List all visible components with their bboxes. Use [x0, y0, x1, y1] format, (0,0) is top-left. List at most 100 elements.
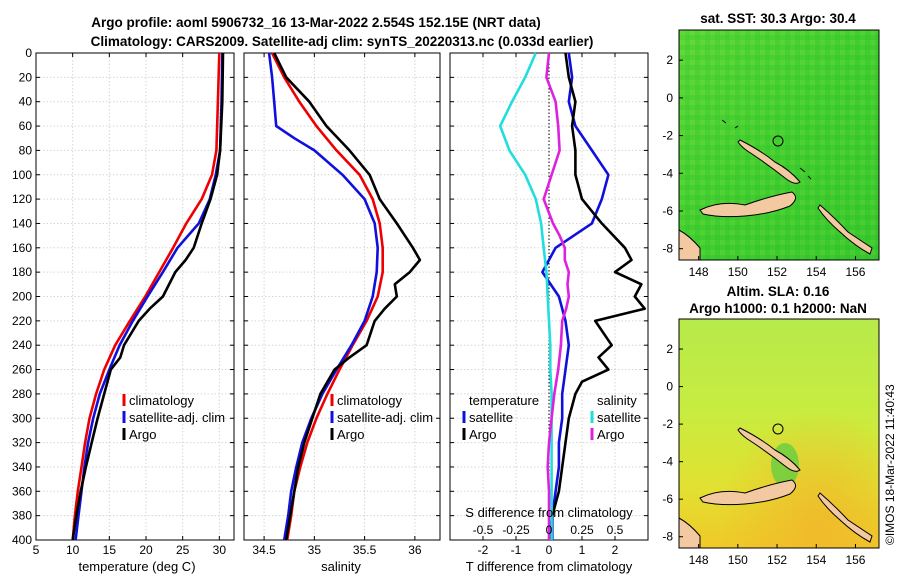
x-tick-label: 25 [176, 543, 190, 557]
legend-label-satellite: satellite-adj. clim [337, 410, 433, 425]
legend-label-t-argo: Argo [469, 427, 496, 442]
map-y-tick-label: -2 [662, 417, 673, 431]
s-tick-label: 0.5 [607, 523, 624, 537]
sst-map-frame [678, 29, 880, 261]
y-tick-label: 320 [12, 436, 32, 450]
y-tick-label: 220 [12, 314, 32, 328]
series-line-s-argo [542, 52, 571, 540]
y-tick-label: 180 [12, 265, 32, 279]
temperature-grid [35, 52, 234, 541]
sla-map-frame [678, 318, 880, 549]
new-britain-island [737, 427, 801, 472]
temperature-panel: 0 20 40 60 80 100 120 140 160 180 200 220 240 260 280 3… [12, 46, 235, 574]
sla-map-ticks: 148 150 152 154 156 2 0 -2 -4 -6 -8 [662, 342, 865, 567]
s-tick-label: -0.25 [502, 523, 530, 537]
map-x-tick-label: 152 [767, 553, 787, 567]
solomon-islands [817, 492, 873, 543]
legend-label-climatology: climatology [337, 393, 403, 408]
series-line-t-argo [547, 52, 647, 541]
x-tick-label: 30 [213, 543, 227, 557]
legend-label-s-satellite: satellite [597, 410, 641, 425]
new-guinea-landmass [699, 479, 796, 506]
sst-map: sat. SST: 30.3 Argo: 30.4 148 150 152 154 15… [662, 11, 880, 279]
map-y-tick-label: -6 [662, 492, 673, 506]
map-x-tick-label: 154 [806, 265, 826, 279]
map-x-tick-label: 156 [845, 553, 865, 567]
s-difference-label: S difference from climatology [465, 505, 633, 520]
x-tick-label: 35 [308, 543, 322, 557]
y-tick-label: 40 [19, 95, 33, 109]
x-tick-label: 20 [139, 543, 153, 557]
map-y-tick-label: -6 [662, 204, 673, 218]
legend-label-argo: Argo [129, 427, 156, 442]
sst-field-shade [679, 30, 879, 260]
y-tick-label: 200 [12, 290, 32, 304]
y-tick-label: 100 [12, 168, 32, 182]
sla-map-title: Altim. SLA: 0.16 [727, 284, 830, 299]
difference-ticks: -2 -1 0 1 2 [450, 52, 648, 557]
y-tick-label: 160 [12, 241, 32, 255]
t-difference-xlabel: T difference from climatology [466, 559, 633, 574]
legend-label-s-argo: Argo [597, 427, 624, 442]
map-y-tick-label: 2 [666, 53, 673, 67]
temperature-ticks: 0 20 40 60 80 100 120 140 160 180 200 220 240 260 280 3… [12, 46, 234, 557]
sst-map-title: sat. SST: 30.3 Argo: 30.4 [700, 11, 856, 26]
difference-legend: temperature satellite Argo salinity sate… [462, 393, 641, 442]
x-tick-label: 2 [612, 543, 619, 557]
s-tick-label: -0.5 [473, 523, 494, 537]
salinity-lines [267, 52, 422, 541]
sst-land [678, 119, 873, 261]
series-line-argo [71, 52, 225, 541]
series-line-satellite-adj-clim [74, 52, 224, 541]
x-tick-label: 15 [103, 543, 117, 557]
legend-title-salinity: salinity [597, 393, 637, 408]
sla-land [678, 423, 873, 549]
x-tick-label: -2 [478, 543, 489, 557]
x-tick-label: 10 [66, 543, 80, 557]
map-x-tick-label: 148 [689, 553, 709, 567]
y-tick-label: 280 [12, 387, 32, 401]
s-tick-label: 0.25 [570, 523, 594, 537]
map-y-tick-label: -4 [662, 166, 673, 180]
map-y-tick-label: -4 [662, 455, 673, 469]
map-y-tick-label: 2 [666, 342, 673, 356]
salinity-panel: 34.5 35 35.5 36 salinity climatology satell… [243, 52, 441, 574]
salinity-ticks: 34.5 35 35.5 36 [244, 52, 440, 557]
y-tick-label: 340 [12, 460, 32, 474]
legend-label-climatology: climatology [129, 393, 195, 408]
map-x-tick-label: 152 [767, 265, 787, 279]
legend-label-argo: Argo [337, 427, 364, 442]
map-y-tick-label: -2 [662, 129, 673, 143]
southwest-landmass [678, 229, 701, 261]
y-tick-label: 60 [19, 119, 33, 133]
y-tick-label: 140 [12, 216, 32, 230]
x-tick-label: 1 [579, 543, 586, 557]
y-tick-label: 120 [12, 192, 32, 206]
sla-map: Altim. SLA: 0.16 Argo h1000: 0.1 h2000: … [662, 284, 880, 567]
solomon-islands [817, 204, 873, 255]
temperature-xlabel: temperature (deg C) [78, 559, 195, 574]
temperature-legend: climatology satellite-adj. clim Argo [122, 393, 225, 442]
southwest-landmass [678, 517, 701, 549]
legend-label-t-satellite: satellite [469, 410, 513, 425]
sst-map-ticks: 148 150 152 154 156 2 0 -2 -4 -6 -8 [662, 53, 865, 279]
map-y-tick-label: -8 [662, 530, 673, 544]
y-tick-label: 240 [12, 338, 32, 352]
y-tick-label: 80 [19, 143, 33, 157]
map-y-tick-label: 0 [666, 91, 673, 105]
map-x-tick-label: 154 [806, 553, 826, 567]
map-x-tick-label: 150 [728, 265, 748, 279]
difference-lines [498, 52, 647, 541]
small-islands [721, 119, 812, 180]
sla-map-subtitle: Argo h1000: 0.1 h2000: NaN [689, 301, 867, 316]
series-line-satellite-adj-clim [267, 52, 380, 541]
figure-title-line2: Climatology: CARS2009. Satellite-adj cli… [91, 34, 594, 49]
map-x-tick-label: 148 [689, 265, 709, 279]
map-x-tick-label: 150 [728, 553, 748, 567]
salinity-legend: climatology satellite-adj. clim Argo [330, 393, 433, 442]
figure-title-line1: Argo profile: aoml 5906732_16 13-Mar-202… [91, 15, 540, 30]
series-line-t-satellite [541, 52, 610, 540]
series-line-climatology [71, 52, 221, 541]
difference-panel: -2 -1 0 1 2 S difference from climatology -0… [449, 52, 649, 574]
